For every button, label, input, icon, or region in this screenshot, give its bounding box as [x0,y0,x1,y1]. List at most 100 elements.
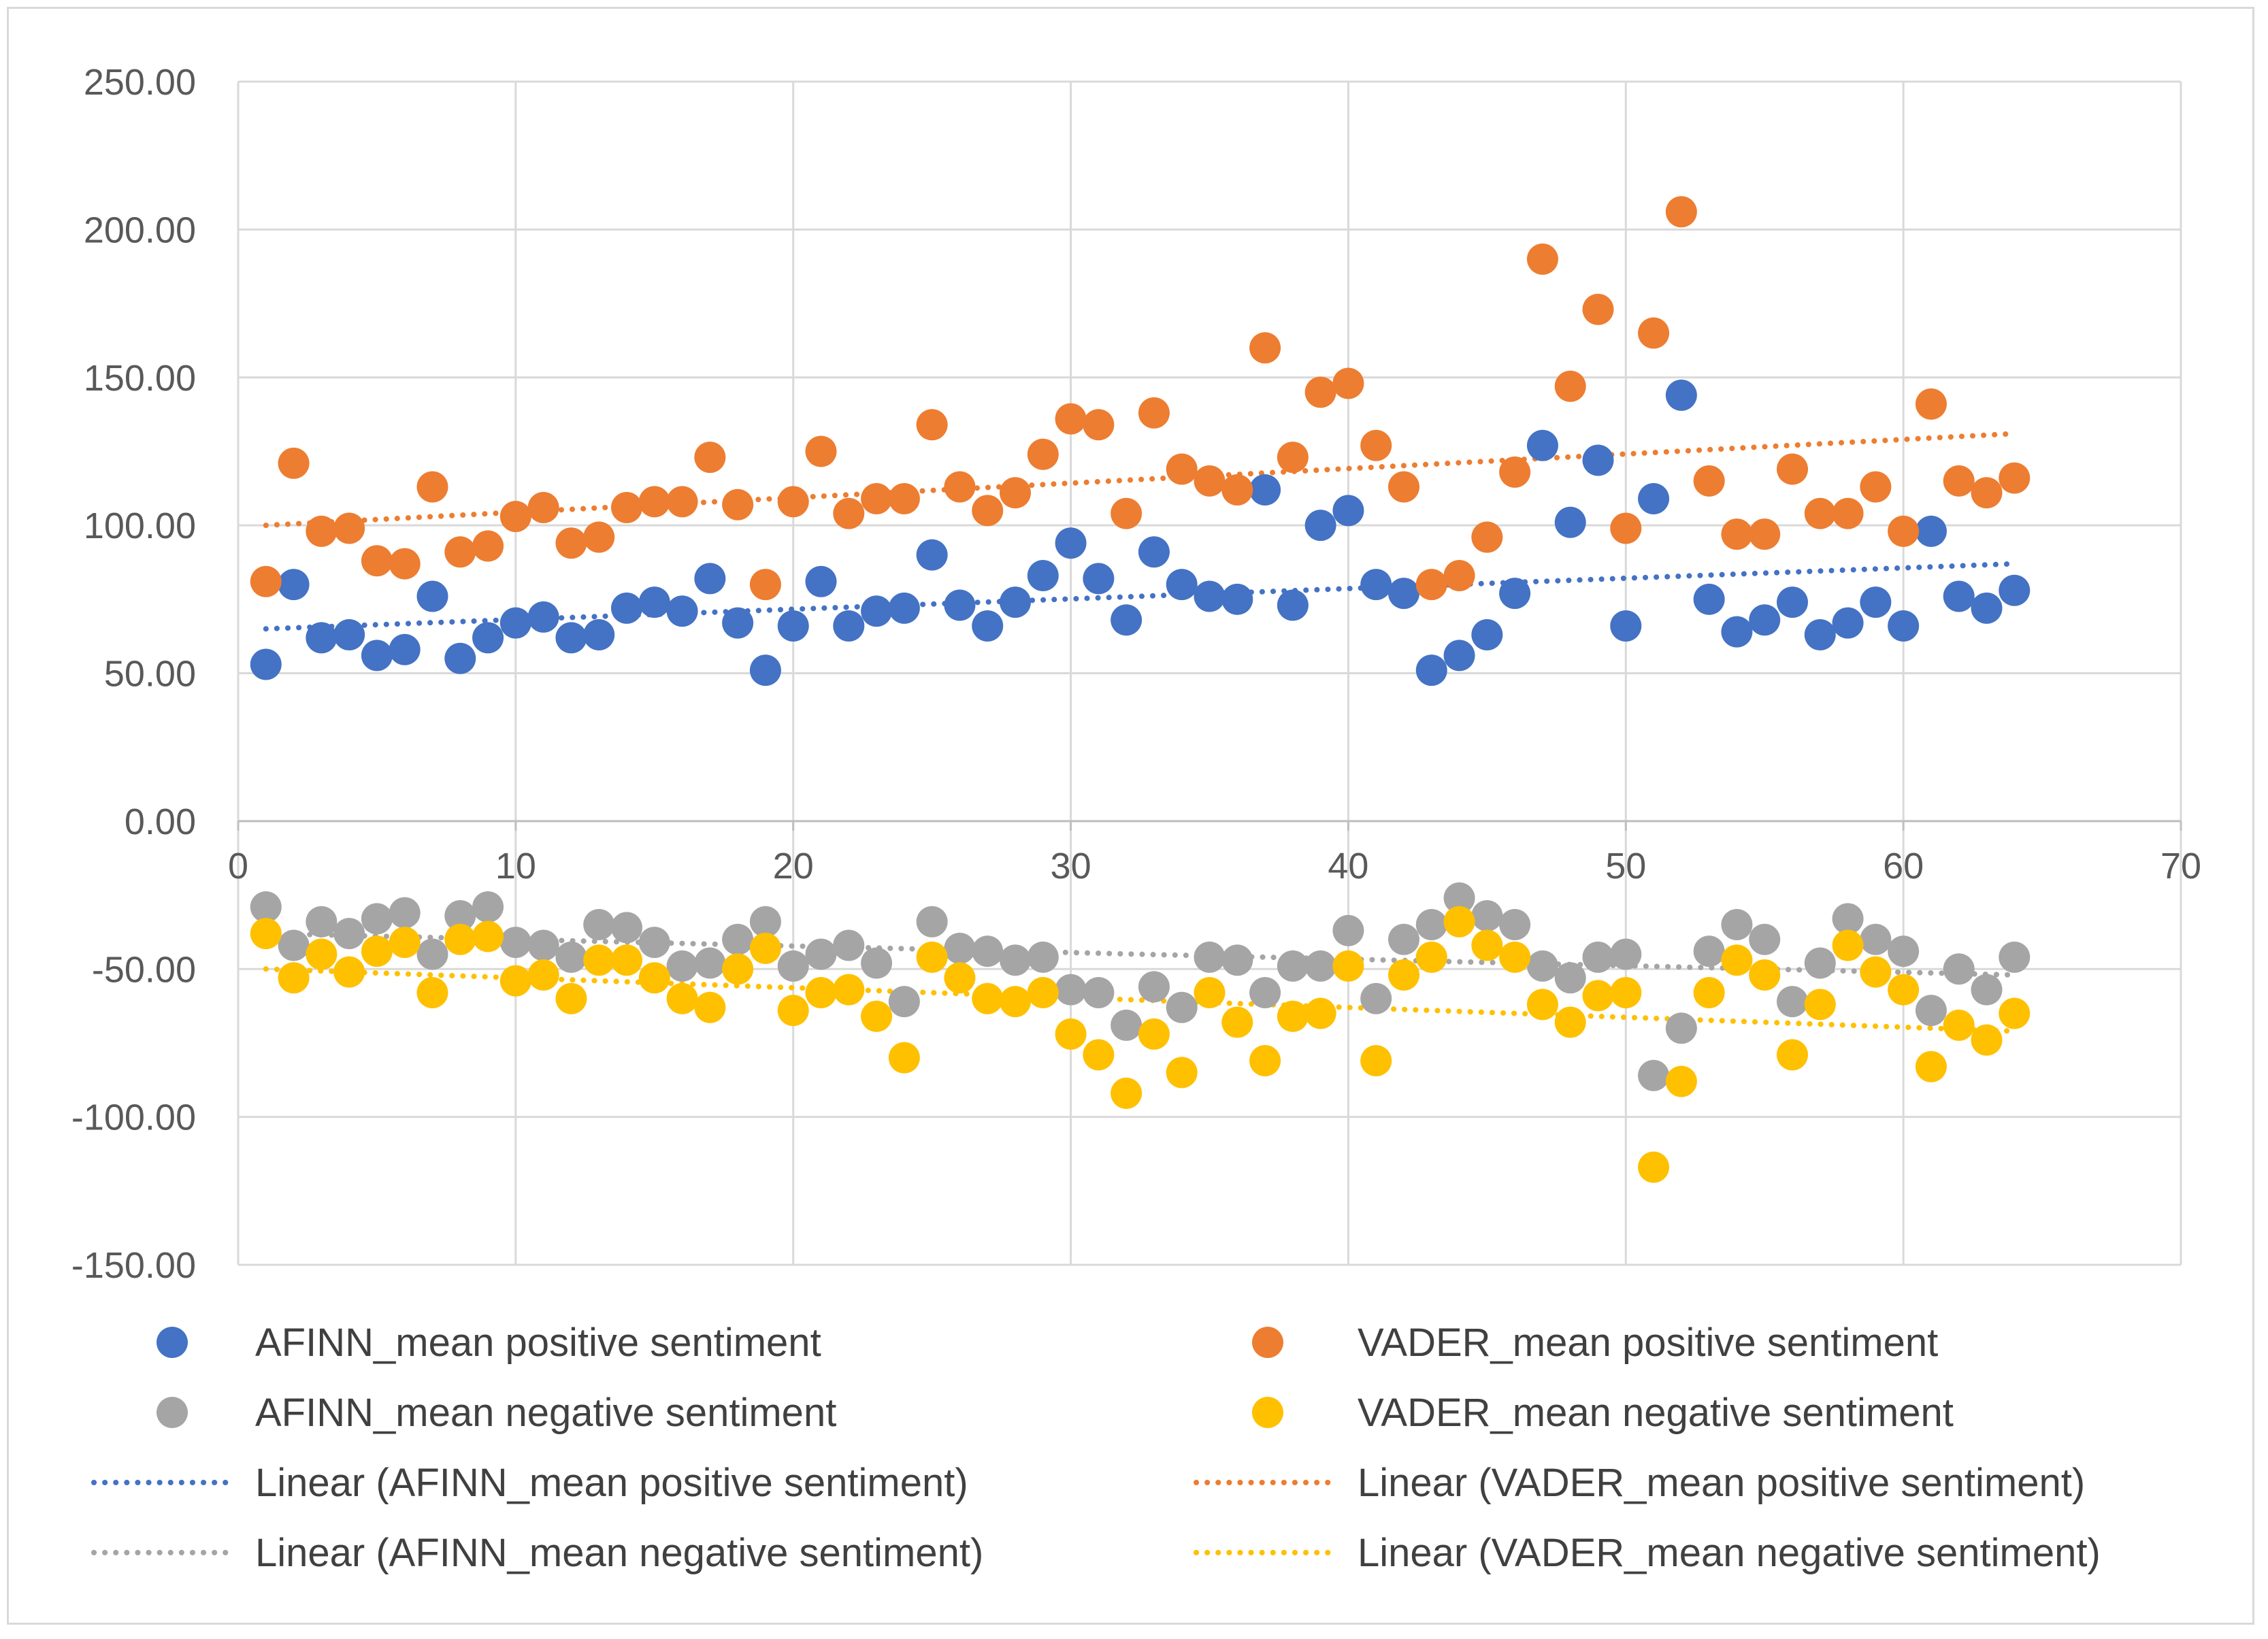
data-point [888,986,920,1018]
data-point [1055,527,1087,559]
data-point [1777,1039,1808,1071]
data-point [805,938,837,970]
data-point [1360,982,1392,1014]
data-point [1804,947,1836,979]
data-point [1277,442,1309,474]
x-tick-label: 40 [1328,846,1368,887]
x-tick-label: 70 [2160,846,2201,887]
series-points [250,196,2031,601]
data-point [666,982,698,1014]
data-point [1443,906,1475,938]
data-point [278,962,310,994]
data-point [1915,995,1947,1027]
data-point [1027,560,1059,592]
legend-marker [1252,1397,1283,1428]
data-point [250,648,282,680]
trendline [263,966,2018,1034]
data-point [499,927,531,959]
data-point [583,618,615,650]
data-point [1971,1024,2003,1056]
data-point [333,918,365,950]
data-point [416,580,448,612]
legend-item: Linear (AFINN_mean negative sentiment) [91,1531,983,1575]
data-point [1304,997,1336,1029]
data-point [1083,977,1115,1009]
data-point [805,977,837,1009]
data-point [1138,1018,1170,1050]
data-point [250,918,282,950]
data-point [1638,317,1670,349]
data-point [499,607,531,639]
data-point [278,447,310,479]
data-point [1194,977,1226,1009]
data-point [1888,610,1920,642]
data-point [472,891,504,923]
data-point [583,521,615,553]
data-point [1221,944,1253,976]
data-point [1610,938,1642,970]
y-tick-label: 0.00 [125,801,196,842]
data-point [1971,974,2003,1006]
data-point [777,950,809,982]
series-points [250,882,2031,1091]
data-point [1499,456,1531,488]
data-point [888,482,920,514]
legend-label: Linear (VADER_mean negative sentiment) [1358,1531,2101,1575]
data-point [416,977,448,1009]
data-point [1582,980,1614,1012]
data-point [1860,586,1892,618]
data-point [361,545,393,577]
data-point [499,501,531,533]
data-point [1111,1009,1143,1041]
data-point [1111,497,1143,529]
data-point [1332,495,1364,527]
data-point [1443,882,1475,914]
data-point [1471,618,1503,650]
data-point [527,492,559,524]
y-tick-label: 250.00 [84,62,196,103]
data-point [472,921,504,953]
data-point [1832,497,1864,529]
data-point [1888,936,1920,967]
data-point [1083,563,1115,595]
data-point [1083,1039,1115,1071]
data-point [555,941,587,973]
data-point [611,592,642,624]
data-point [1138,536,1170,568]
data-point [1027,941,1059,973]
data-point [1221,474,1253,506]
data-points [250,196,2031,1183]
data-point [333,618,365,650]
data-point [1915,515,1947,547]
data-point [1304,376,1336,408]
data-point [1749,959,1781,991]
trendline [263,431,2018,529]
legend-item: VADER_mean negative sentiment [1252,1391,1954,1435]
data-point [1999,574,2031,606]
y-tick-label: -100.00 [71,1097,196,1138]
data-point [527,959,559,991]
data-point [861,595,893,627]
data-point [916,409,948,441]
data-point [1888,974,1920,1006]
data-point [1693,936,1725,967]
data-point [1777,453,1808,485]
data-point [333,956,365,988]
data-point [972,495,1004,527]
trendlines [263,431,2018,1034]
data-point [638,586,670,618]
data-point [1388,471,1419,503]
y-tick-label: -50.00 [92,949,196,990]
data-point [1221,1006,1253,1038]
data-point [444,899,476,931]
data-point [694,563,726,595]
legend-label: Linear (AFINN_mean negative sentiment) [255,1531,983,1575]
data-point [861,1000,893,1032]
data-point [361,640,393,672]
data-point [1415,569,1447,601]
data-point [972,982,1004,1014]
data-point [1721,518,1753,550]
data-point [1499,909,1531,941]
data-point [416,938,448,970]
data-point [861,482,893,514]
